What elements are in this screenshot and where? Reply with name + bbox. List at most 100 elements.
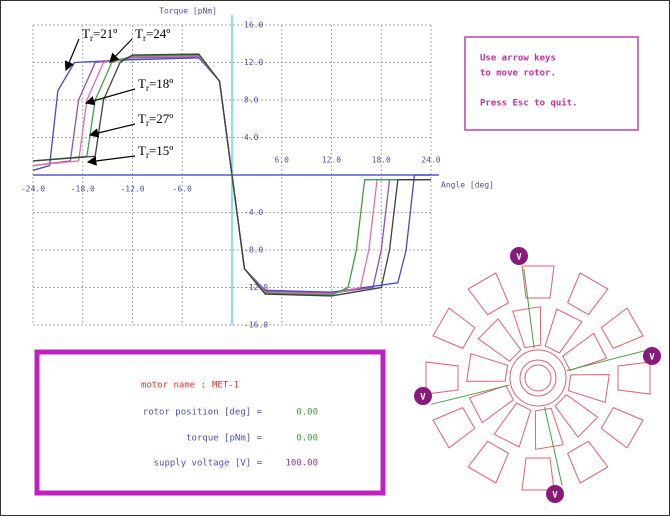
annotation: Tr=21º [82,26,117,43]
row-label: torque [pNm] = [186,434,262,444]
y-tick-label: 12.0 [244,58,263,67]
y-tick-label: 16.0 [244,21,263,30]
y-tick-label: 4.0 [244,133,259,142]
annotation-part: T [135,26,143,41]
winding [523,268,535,349]
pole [521,265,555,299]
winding [544,407,563,486]
chart: -24.0 -18.0 -12.0 -6.0 6.0 12.0 18.0 24.0 16.0 12… [21,7,494,330]
annotation: Tr=15º [138,143,173,160]
row-value: 0.00 [296,408,318,418]
help-line: Press Esc to quit. [480,98,578,109]
annotation-part: =21º [93,26,117,41]
annotation-part: =18º [149,76,173,91]
annotation: Tr=27º [138,111,173,128]
pole [432,406,476,449]
y-tick-label: -12.0 [244,283,268,292]
panel-border [34,349,386,496]
pole [600,307,644,350]
phase-label: V [552,491,558,501]
annotation-part: T [138,76,146,91]
y-axis-label: Torque [pNm] [159,7,217,16]
help-line: to move rotor. [480,69,556,79]
pole [566,272,609,316]
rotor-ring [519,359,557,397]
phase-marker [546,485,564,503]
annotation: Tr=18º [138,76,173,93]
winding [431,384,509,405]
help-border [464,36,639,131]
phase-label: V [649,353,655,363]
name-label: motor name : [141,381,206,391]
rotor-ring [524,364,552,392]
annotation-arrow [64,38,80,72]
annotation-arrow [88,123,136,138]
y-tick-label: -16.0 [244,321,268,330]
pole [534,407,564,450]
x-tick-label: -12.0 [120,185,144,194]
annotation-part: r [146,83,149,93]
x-tick-label: 18.0 [372,156,391,165]
row-value: 100.00 [285,459,318,469]
pole [493,402,532,448]
x-tick-label: 6.0 [275,156,290,165]
pole [521,457,555,491]
y-tick-label: -8.0 [244,246,263,255]
winding [566,350,645,372]
phase-label: V [516,253,522,263]
pole [477,318,522,362]
annotation-arrow [109,38,133,63]
annotation-part: T [82,26,90,41]
x-tick-label: -18.0 [71,185,95,194]
pole [567,374,610,403]
pole [467,272,510,316]
pole [600,406,644,449]
phase-label: V [420,393,426,403]
motor-panel: motor name : MET-1 rotor position [deg] … [34,349,386,496]
annotation-part: r [90,33,93,43]
annotation-part: T [138,111,146,126]
pole [432,307,476,350]
annotation-part: =24º [146,26,170,41]
rotor-ring [509,349,567,407]
row-label: supply voltage [V] = [154,459,263,469]
pole [544,308,583,354]
x-tick-label: -6.0 [173,185,192,194]
pole [566,440,609,484]
phase-marker [510,247,528,265]
annotation: Tr=24º [135,26,170,43]
motor-name: MET-1 [212,381,239,391]
annotation-part: =15º [149,143,173,158]
pole [467,440,510,484]
phase-marker [643,347,661,365]
pole [468,385,514,424]
annotation-part: r [146,150,149,160]
y-tick-label: 8.0 [244,96,259,105]
pole [512,306,542,349]
x-tick-label: 24.0 [421,156,440,165]
annotation-arrow [84,88,136,106]
y-tick-label: -4.0 [244,208,263,217]
row-label: rotor position [deg] = [143,408,263,418]
x-axis-label: Angle [deg] [441,181,494,190]
help-line: Use arrow keys [480,54,556,64]
annotation-part: T [138,143,146,158]
annotation-part: r [146,118,149,128]
row-value: 0.00 [296,434,318,444]
help-box: Use arrow keys to move rotor. Press Esc … [464,36,639,131]
annotation-part: r [143,33,146,43]
torque-curve [32,53,431,297]
x-tick-label: -24.0 [21,185,45,194]
annotation-arrow [86,155,136,166]
phase-marker [414,387,432,405]
pole [562,332,608,371]
motor-diagram: V V V V [414,247,661,503]
pole [425,361,459,395]
pole [466,353,509,382]
x-tick-label: 12.0 [322,156,341,165]
pole [617,361,651,395]
pole [554,394,599,438]
annotation-part: =27º [149,111,173,126]
